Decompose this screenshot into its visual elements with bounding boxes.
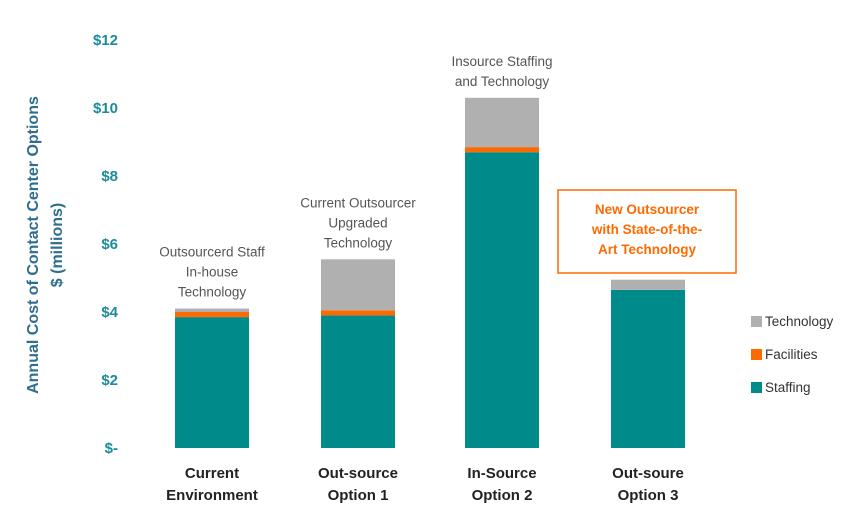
bar-segment-staffing (465, 152, 539, 448)
y-axis-ticks: $- $2 $4 $6 $8 $10 $12 (93, 32, 119, 457)
category-label-line1: Out-soure (612, 465, 684, 482)
bar-segment-facilities (465, 147, 539, 153)
bar-annotation-line: In-house (186, 265, 239, 280)
bar-annotation-line: Outsourcerd Staff (159, 245, 265, 260)
bar-annotation-line: Current Outsourcer (300, 195, 416, 210)
bar-segment-technology (321, 259, 395, 311)
bar-annotation-line: Insource Staffing (451, 54, 552, 69)
bar-segment-staffing (321, 315, 395, 448)
y-tick-label: $6 (101, 236, 118, 253)
y-tick-label: $- (105, 440, 118, 457)
bar-segment-technology (611, 279, 685, 290)
y-axis-label: Annual Cost of Contact Center Options $ … (25, 96, 66, 394)
bar-segment-staffing (175, 317, 249, 448)
y-axis-label-line2: $ (millions) (49, 203, 66, 287)
bar-annotation-line: Upgraded (328, 215, 387, 230)
y-tick-label: $8 (101, 168, 118, 185)
callout-text-line: with State-of-the- (591, 222, 702, 237)
bars (175, 97, 685, 448)
category-label-line2: Option 1 (328, 487, 389, 504)
legend-label-facilities: Facilities (765, 347, 818, 362)
bar-annotation-line: Technology (178, 285, 247, 300)
category-label-line2: Environment (166, 487, 258, 504)
bar-segment-facilities (321, 310, 395, 316)
category-label-line2: Option 3 (618, 487, 679, 504)
bar-annotation-line: Technology (324, 235, 393, 250)
y-tick-label: $10 (93, 100, 118, 117)
callout-text-line: New Outsourcer (595, 202, 700, 217)
callout-box (557, 189, 737, 274)
category-labels: Current Environment Out-source Option 1 In-S… (166, 465, 684, 504)
legend: Technology Facilities Staffing (751, 314, 834, 395)
callout-text-line: Art Technology (598, 242, 696, 257)
legend-swatch-staffing (751, 382, 762, 393)
bar-segment-facilities (175, 312, 249, 318)
y-axis-label-line1: Annual Cost of Contact Center Options (25, 96, 42, 394)
legend-swatch-technology (751, 316, 762, 327)
bar-segment-staffing (611, 289, 685, 448)
legend-swatch-facilities (751, 349, 762, 360)
y-tick-label: $2 (101, 372, 118, 389)
legend-label-staffing: Staffing (765, 380, 811, 395)
legend-label-technology: Technology (765, 314, 834, 329)
bar-segment-technology (175, 308, 249, 312)
category-label-line1: Out-source (318, 465, 398, 482)
category-label-line1: In-Source (467, 465, 536, 482)
category-label-line1: Current (185, 465, 239, 482)
y-tick-label: $4 (101, 304, 118, 321)
category-label-line2: Option 2 (472, 487, 533, 504)
callout: New Outsourcer with State-of-the- Art Tech… (557, 189, 737, 274)
y-tick-label: $12 (93, 32, 118, 49)
annotations: Outsourcerd Staff In-house Technology Curre… (159, 54, 552, 300)
bar-segment-technology (465, 97, 539, 148)
bar-annotation-line: and Technology (455, 74, 550, 89)
